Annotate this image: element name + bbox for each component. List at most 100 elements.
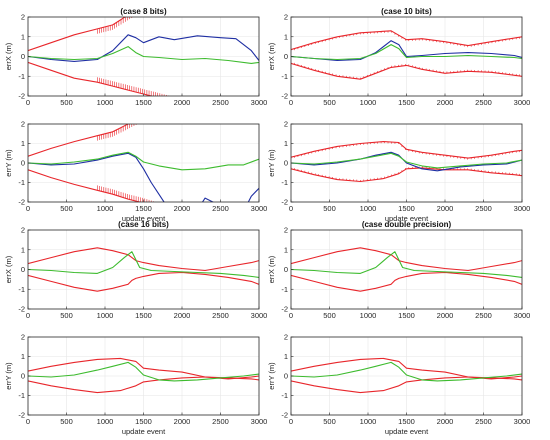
y-axis-label: errY (m) [267,362,276,390]
y-axis-label: errX (m) [4,255,13,283]
series-line-4 [291,44,522,61]
series-line-1 [28,17,127,52]
x-tick-label: 3000 [251,417,268,426]
y-axis-label: errX (m) [267,42,276,70]
x-tick-label: 3000 [251,98,268,107]
x-tick-label: 2000 [437,417,454,426]
series-group [28,247,259,292]
series-line-2 [28,169,142,202]
x-tick-label: 1000 [97,98,114,107]
series-group [28,17,259,96]
series-line-2 [291,271,522,292]
x-tick-label: 1500 [398,204,415,213]
series-line-2 [291,376,522,394]
series-line-1 [28,357,259,380]
y-tick-label: -1 [281,72,288,81]
y-tick-label: 0 [21,159,25,168]
y-tick-label: 0 [284,159,288,168]
series-line-2 [28,376,259,394]
x-tick-label: 1500 [135,98,152,107]
y-tick-label: 1 [284,245,288,254]
x-tick-label: 0 [26,98,30,107]
y-tick-label: 2 [284,333,288,342]
y-tick-label: -1 [18,178,25,187]
y-axis-label: errX (m) [267,255,276,283]
series-group [291,30,522,80]
series-line-3 [291,361,522,382]
x-axis-label: update event [385,214,429,223]
y-tick-label: 2 [21,226,25,235]
subplot-7: 0 500 1000 1500 2000 2500 3000 -2 -1 0 1 2 errY (m) u… [4,333,267,436]
y-tick-label: 1 [284,32,288,41]
y-tick-label: -1 [18,285,25,294]
y-tick-label: 2 [21,333,25,342]
y-tick-label: 1 [21,352,25,361]
x-tick-label: 0 [26,204,30,213]
x-tick-label: 1000 [97,311,114,320]
y-tick-label: 2 [284,13,288,22]
x-tick-label: 2000 [437,311,454,320]
y-tick-label: -1 [18,391,25,400]
y-tick-label: -1 [18,72,25,81]
x-tick-label: 3000 [514,204,531,213]
subplot-title: (case 8 bits) [120,7,167,16]
series-line-3 [28,251,259,278]
y-tick-label: -2 [18,411,25,420]
y-tick-label: 0 [284,265,288,274]
subplot-title: (case 16 bits) [118,220,169,229]
y-tick-label: -2 [18,198,25,207]
x-tick-label: 0 [289,98,293,107]
x-tick-label: 1000 [360,417,377,426]
series-line-3 [291,40,522,62]
x-tick-label: 500 [60,311,73,320]
series-group [28,357,259,394]
y-tick-label: 0 [284,372,288,381]
y-tick-label: -2 [281,411,288,420]
x-tick-label: 2500 [475,417,492,426]
y-axis-label: errX (m) [4,42,13,70]
x-tick-label: 1500 [398,311,415,320]
series-line-3 [28,34,259,62]
y-tick-label: 2 [21,13,25,22]
y-tick-label: 1 [284,352,288,361]
x-tick-label: 2500 [212,311,229,320]
series-line-4 [291,152,522,169]
x-tick-label: 500 [323,204,336,213]
series-line-4 [201,197,215,202]
x-tick-label: 2000 [437,98,454,107]
x-tick-label: 2500 [212,98,229,107]
x-tick-label: 500 [60,417,73,426]
subplot-5: 0 500 1000 1500 2000 2500 3000 -2 -1 0 1 2 (case 16 … [4,220,267,320]
y-tick-label: -1 [281,178,288,187]
x-tick-label: 2000 [174,417,191,426]
x-tick-label: 2000 [174,98,191,107]
series-group [291,247,522,292]
series-line-2 [291,62,522,80]
series-line-3 [291,251,522,278]
x-tick-label: 1000 [97,204,114,213]
series-line-1 [291,30,522,51]
y-tick-label: 2 [21,120,25,129]
x-tick-label: 0 [289,204,293,213]
series-line-4 [28,46,259,64]
series-line-2 [291,167,522,183]
x-tick-label: 2000 [174,311,191,320]
x-tick-label: 1000 [97,417,114,426]
x-tick-label: 2000 [437,204,454,213]
series-line-5 [247,187,259,202]
y-axis-label: errY (m) [4,362,13,390]
x-tick-label: 1500 [398,98,415,107]
series-line-3 [28,152,165,202]
series-line-6 [28,151,259,171]
x-axis-label: update event [122,214,166,223]
x-tick-label: 3000 [514,417,531,426]
x-tick-label: 2500 [475,311,492,320]
y-axis-label: errY (m) [4,149,13,177]
x-tick-label: 500 [323,311,336,320]
x-tick-label: 1000 [360,98,377,107]
x-tick-label: 2000 [174,204,191,213]
x-tick-label: 1500 [398,417,415,426]
series-line-1 [291,357,522,380]
y-axis-label: errY (m) [267,149,276,177]
